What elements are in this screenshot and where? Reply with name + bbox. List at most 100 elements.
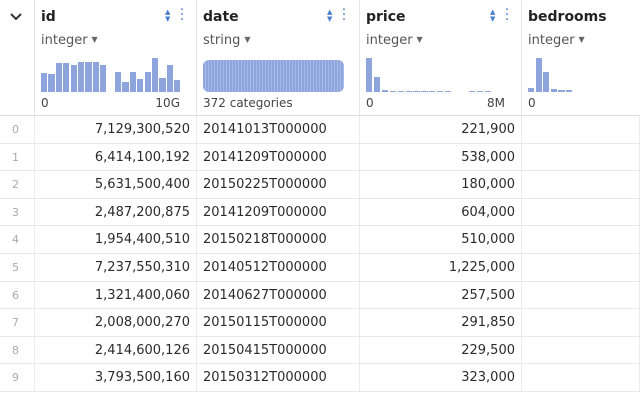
cell-price[interactable]: 291,850 — [360, 309, 522, 336]
column-name: price — [366, 9, 406, 25]
histogram-bar — [92, 62, 99, 92]
histogram-min: 0 — [41, 96, 49, 110]
histogram-bar — [41, 73, 48, 92]
column-type-dropdown[interactable]: integer ▼ — [366, 33, 423, 48]
cell-bedrooms[interactable] — [522, 281, 640, 309]
more-options-icon[interactable]: · · · — [504, 2, 510, 28]
cell-id[interactable]: 7,237,550,310 — [35, 254, 197, 281]
more-options-icon[interactable]: · · · — [179, 2, 185, 28]
cell-price[interactable]: 604,000 — [360, 198, 522, 226]
column-histogram — [366, 58, 508, 92]
table-row[interactable]: 3 2,487,200,875 20141209T000000 604,000 — [0, 198, 640, 227]
histogram-bar — [558, 90, 565, 92]
table-row[interactable]: 9 3,793,500,160 20150312T000000 323,000 — [0, 364, 640, 392]
column-header-bedrooms[interactable]: bedrooms integer ▼ 0 — [522, 0, 640, 116]
cell-date[interactable]: 20150225T000000 — [197, 171, 360, 198]
caret-down-icon: ▼ — [91, 35, 98, 44]
histogram-bar — [429, 90, 436, 92]
table-row[interactable]: 1 6,414,100,192 20141209T000000 538,000 — [0, 143, 640, 172]
cell-bedrooms[interactable] — [522, 143, 640, 171]
cell-date[interactable]: 20150312T000000 — [197, 364, 360, 391]
cell-id[interactable]: 6,414,100,192 — [35, 143, 197, 171]
column-type-dropdown[interactable]: integer ▼ — [41, 33, 98, 48]
histogram-bar — [70, 65, 77, 92]
column-name: id — [41, 9, 56, 25]
sort-icon[interactable]: ▲ ▼ — [490, 8, 496, 23]
cell-bedrooms[interactable] — [522, 171, 640, 198]
table-row[interactable]: 4 1,954,400,510 20150218T000000 510,000 — [0, 226, 640, 254]
histogram-bar — [389, 90, 396, 92]
cell-id[interactable]: 1,954,400,510 — [35, 226, 197, 253]
cell-id[interactable]: 2,008,000,270 — [35, 309, 197, 336]
column-header-id[interactable]: id ▲ ▼ · · · integer ▼ 0 10G — [35, 0, 197, 116]
histogram-bar — [421, 90, 428, 92]
histogram-bar — [174, 80, 181, 92]
cell-price[interactable]: 323,000 — [360, 364, 522, 391]
cell-bedrooms[interactable] — [522, 116, 640, 143]
cell-price[interactable]: 229,500 — [360, 336, 522, 364]
table-row[interactable]: 5 7,237,550,310 20140512T000000 1,225,000 — [0, 254, 640, 282]
cell-id[interactable]: 3,793,500,160 — [35, 364, 197, 391]
column-header-price[interactable]: price ▲ ▼ · · · integer ▼ 0 8M — [360, 0, 522, 116]
cell-price[interactable]: 221,900 — [360, 116, 522, 143]
cell-bedrooms[interactable] — [522, 336, 640, 364]
row-index: 8 — [0, 336, 35, 364]
cell-date[interactable]: 20150115T000000 — [197, 309, 360, 336]
cell-id[interactable]: 1,321,400,060 — [35, 281, 197, 309]
cell-id[interactable]: 7,129,300,520 — [35, 116, 197, 143]
cell-date[interactable]: 20150415T000000 — [197, 336, 360, 364]
table-row[interactable]: 2 5,631,500,400 20150225T000000 180,000 — [0, 171, 640, 199]
histogram-bar — [152, 58, 159, 92]
column-name: date — [203, 9, 239, 25]
histogram-bar — [405, 90, 412, 92]
caret-down-icon: ▼ — [416, 35, 423, 44]
sort-icon[interactable]: ▲ ▼ — [327, 8, 333, 23]
cell-date[interactable]: 20140512T000000 — [197, 254, 360, 281]
histogram-bar — [381, 90, 389, 92]
histogram-bar — [484, 90, 491, 92]
cell-bedrooms[interactable] — [522, 198, 640, 226]
cell-date[interactable]: 20141209T000000 — [197, 143, 360, 171]
more-options-icon[interactable]: · · · — [341, 2, 347, 28]
cell-price[interactable]: 1,225,000 — [360, 254, 522, 281]
cell-date[interactable]: 20141013T000000 — [197, 116, 360, 143]
cell-bedrooms[interactable] — [522, 309, 640, 336]
cell-price[interactable]: 180,000 — [360, 171, 522, 198]
row-index: 7 — [0, 309, 35, 336]
cell-price[interactable]: 257,500 — [360, 281, 522, 309]
cell-id[interactable]: 2,414,600,126 — [35, 336, 197, 364]
cell-bedrooms[interactable] — [522, 254, 640, 281]
histogram-bar — [535, 58, 542, 92]
cell-price[interactable]: 510,000 — [360, 226, 522, 253]
column-type-dropdown[interactable]: integer ▼ — [528, 33, 585, 48]
histogram-bar — [166, 64, 173, 92]
collapse-chevron-icon[interactable] — [9, 8, 23, 26]
cell-date[interactable]: 20150218T000000 — [197, 226, 360, 253]
row-index: 6 — [0, 281, 35, 309]
grid-corner[interactable] — [0, 0, 35, 116]
cell-bedrooms[interactable] — [522, 226, 640, 253]
cell-date[interactable]: 20140627T000000 — [197, 281, 360, 309]
column-type-label: string — [203, 33, 241, 48]
cell-bedrooms[interactable] — [522, 364, 640, 391]
column-type-dropdown[interactable]: string ▼ — [203, 33, 250, 48]
sort-icon[interactable]: ▲ ▼ — [165, 8, 171, 23]
histogram-bar — [366, 58, 373, 92]
row-index: 2 — [0, 171, 35, 198]
histogram-bar — [129, 72, 136, 92]
table-row[interactable]: 7 2,008,000,270 20150115T000000 291,850 — [0, 309, 640, 337]
histogram-bar — [100, 65, 107, 92]
table-row[interactable]: 6 1,321,400,060 20140627T000000 257,500 — [0, 281, 640, 310]
histogram-bar — [445, 90, 452, 92]
column-header-date[interactable]: date ▲ ▼ · · · string ▼ 372 categories — [197, 0, 360, 116]
row-index: 4 — [0, 226, 35, 253]
table-row[interactable]: 8 2,414,600,126 20150415T000000 229,500 — [0, 336, 640, 365]
cell-id[interactable]: 5,631,500,400 — [35, 171, 197, 198]
cell-date[interactable]: 20141209T000000 — [197, 198, 360, 226]
cell-price[interactable]: 538,000 — [360, 143, 522, 171]
histogram-min: 0 — [366, 96, 374, 110]
cell-id[interactable]: 2,487,200,875 — [35, 198, 197, 226]
row-index: 0 — [0, 116, 35, 143]
table-row[interactable]: 0 7,129,300,520 20141013T000000 221,900 — [0, 116, 640, 144]
histogram-bar — [137, 79, 144, 92]
